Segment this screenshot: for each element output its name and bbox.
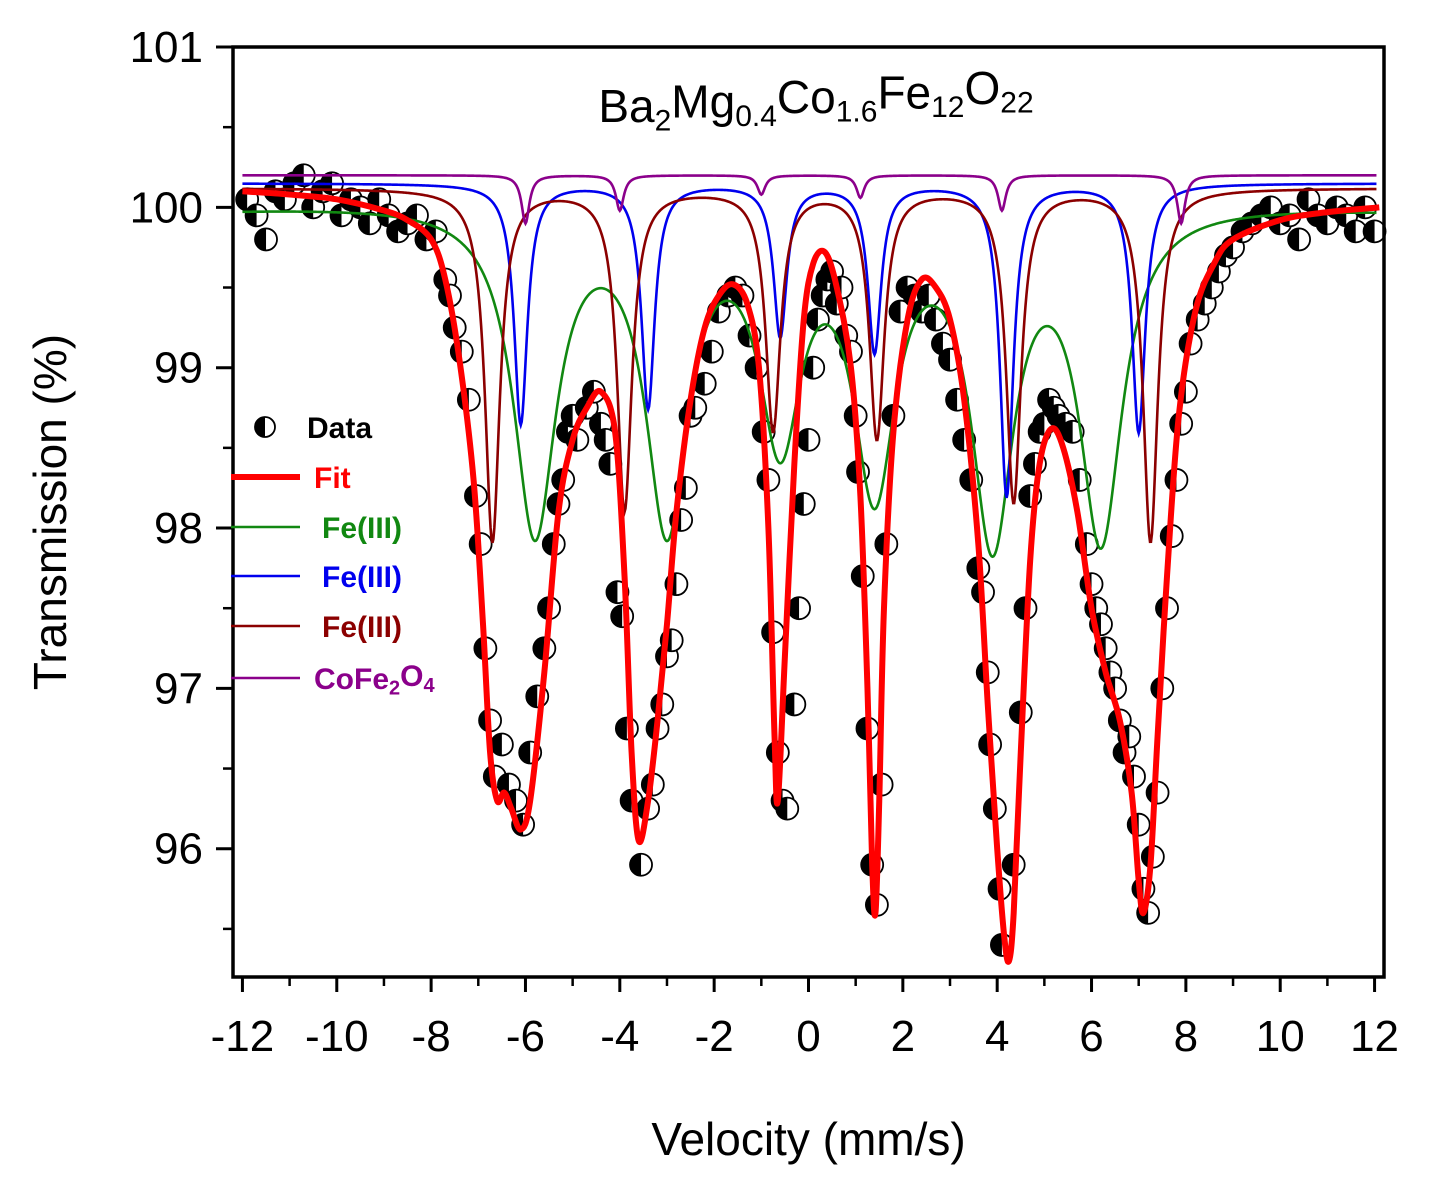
data-point bbox=[1343, 219, 1368, 244]
legend-label: Data bbox=[307, 412, 372, 445]
legend-label: Fe(III) bbox=[322, 611, 402, 644]
y-tick-label: 100 bbox=[130, 183, 203, 232]
x-tick-label: -10 bbox=[305, 1012, 369, 1061]
x-tick-label: -2 bbox=[695, 1012, 734, 1061]
y-tick-label: 98 bbox=[154, 504, 203, 553]
y-tick-label: 99 bbox=[154, 344, 203, 393]
x-tick-label: 2 bbox=[891, 1012, 915, 1061]
data-point bbox=[489, 732, 514, 757]
component-series-layer bbox=[242, 174, 1377, 559]
data-point bbox=[782, 692, 807, 717]
text-part: O bbox=[400, 660, 423, 693]
data-point bbox=[610, 604, 635, 629]
text-part: Fit bbox=[314, 462, 351, 495]
x-tick-label: 6 bbox=[1079, 1012, 1103, 1061]
data-point bbox=[1060, 419, 1085, 444]
text-part: 2 bbox=[655, 104, 672, 137]
text-part: 4 bbox=[423, 675, 435, 697]
data-point bbox=[1287, 227, 1311, 252]
axes-layer bbox=[216, 45, 1386, 992]
x-axis-label: Velocity (mm/s) bbox=[651, 1113, 965, 1165]
x-tick-label: 0 bbox=[796, 1012, 820, 1061]
series-line bbox=[242, 174, 1377, 227]
text-part: 22 bbox=[1000, 86, 1033, 119]
text-part: O bbox=[965, 62, 1001, 114]
y-axis-label: Transmission (%) bbox=[24, 334, 76, 690]
data-point bbox=[806, 307, 830, 332]
x-tick-label: -8 bbox=[412, 1012, 451, 1061]
text-part: Fe(III) bbox=[322, 611, 402, 644]
text-part: 0.4 bbox=[735, 100, 777, 133]
series-line bbox=[242, 210, 1377, 559]
data-point bbox=[787, 596, 811, 621]
chart-title: Ba2Mg0.4Co1.6Fe12O22 bbox=[598, 62, 1033, 137]
y-tick-label: 101 bbox=[130, 23, 203, 72]
series-line bbox=[242, 187, 1377, 544]
y-tick-label: 97 bbox=[154, 664, 203, 713]
text-part: Data bbox=[307, 412, 372, 445]
data-point bbox=[791, 492, 816, 516]
data-point bbox=[699, 339, 724, 364]
text-part: Fe(III) bbox=[322, 512, 402, 545]
legend-item: CoFe2O4 bbox=[231, 660, 435, 700]
legend-item: Fe(III) bbox=[231, 611, 402, 644]
legend-label: Fit bbox=[314, 462, 351, 495]
data-point bbox=[1362, 219, 1387, 244]
x-tick-label: -12 bbox=[211, 1012, 275, 1061]
x-tick-label: 12 bbox=[1350, 1012, 1399, 1061]
text-part: Co bbox=[777, 71, 836, 123]
x-tick-label: 8 bbox=[1174, 1012, 1198, 1061]
text-part: Mg bbox=[671, 76, 735, 128]
legend-item: Fit bbox=[231, 462, 351, 495]
text-part: 1.6 bbox=[836, 95, 878, 128]
data-point bbox=[796, 427, 821, 452]
text-part: CoFe bbox=[314, 663, 389, 696]
x-tick-label: -4 bbox=[600, 1012, 639, 1061]
text-part: 2 bbox=[389, 678, 400, 700]
legend-label: Fe(III) bbox=[322, 512, 402, 545]
x-tick-label: -6 bbox=[506, 1012, 545, 1061]
y-tick-label: 96 bbox=[154, 825, 203, 874]
text-part: 12 bbox=[931, 91, 964, 124]
x-tick-label: 4 bbox=[985, 1012, 1009, 1061]
data-point bbox=[357, 211, 382, 236]
data-point bbox=[593, 427, 618, 452]
data-point bbox=[614, 716, 639, 741]
fit-line bbox=[242, 188, 1380, 965]
data-point bbox=[629, 852, 653, 877]
x-tick-label: 10 bbox=[1256, 1012, 1305, 1061]
text-part: Ba bbox=[598, 80, 655, 132]
legend-item: Data bbox=[254, 412, 372, 445]
legend-label: CoFe2O4 bbox=[314, 660, 435, 699]
data-point bbox=[923, 307, 948, 332]
data-point bbox=[254, 227, 278, 252]
legend-item: Fe(III) bbox=[231, 561, 402, 594]
fit-layer bbox=[242, 188, 1380, 965]
legend: Data Fit Fe(III) Fe(III) Fe(III) CoFe2O4 bbox=[231, 412, 435, 700]
data-point bbox=[1296, 187, 1321, 212]
data-point bbox=[801, 355, 826, 380]
legend-label: Fe(III) bbox=[322, 561, 402, 594]
tick-labels-layer: -12 -10 -8 -6 -4 -2 0 2 4 6 8 10 12 96 97 98 99 100 101 bbox=[130, 23, 1399, 1061]
text-part: Fe(III) bbox=[322, 561, 402, 594]
data-point bbox=[244, 203, 269, 228]
legend-item: Fe(III) bbox=[231, 512, 402, 545]
text-part: Fe bbox=[877, 67, 931, 119]
